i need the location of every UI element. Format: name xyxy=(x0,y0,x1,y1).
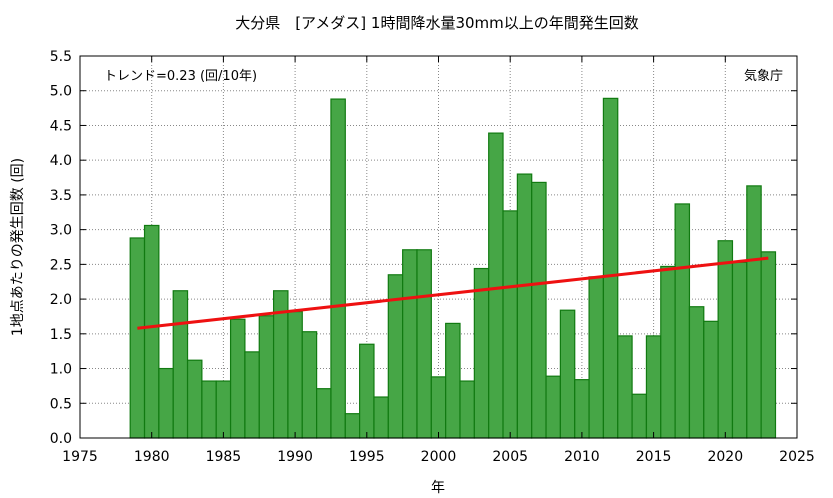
bar xyxy=(746,185,762,439)
y-tick-label: 0.0 xyxy=(50,431,72,447)
bar xyxy=(129,237,146,439)
bar xyxy=(158,367,174,439)
x-tick-label: 2015 xyxy=(636,449,672,465)
trend-line xyxy=(137,256,769,330)
y-axis-label: 1地点あたりの発生回数 (回) xyxy=(10,158,26,336)
bar xyxy=(703,320,719,439)
bar xyxy=(731,261,748,439)
y-tick-label: 5.5 xyxy=(50,49,72,65)
x-tick-label: 2010 xyxy=(564,449,600,465)
bar xyxy=(631,393,648,439)
bar xyxy=(215,380,232,439)
bar xyxy=(416,249,432,439)
chart-title: 大分県 [アメダス] 1時間降水量30mm以上の年間発生回数 xyxy=(235,14,639,32)
bar xyxy=(402,249,418,439)
bar xyxy=(330,98,346,439)
y-tick-label: 4.0 xyxy=(50,153,72,169)
bar xyxy=(301,331,318,439)
x-tick-label: 1995 xyxy=(349,449,385,465)
x-tick-label: 2000 xyxy=(421,449,457,465)
bar xyxy=(258,315,275,439)
bar xyxy=(143,224,160,439)
bar xyxy=(459,380,475,439)
bar xyxy=(617,335,633,439)
bar xyxy=(602,97,619,439)
bar xyxy=(229,318,246,439)
bar xyxy=(645,335,662,439)
y-tick-label: 2.0 xyxy=(50,292,72,308)
bar xyxy=(344,413,361,439)
bar xyxy=(473,267,490,439)
y-tick-label: 3.0 xyxy=(50,223,72,239)
bar xyxy=(531,181,547,439)
bar xyxy=(559,309,576,439)
bar xyxy=(502,210,518,439)
y-tick-label: 1.0 xyxy=(50,362,72,378)
bar xyxy=(545,375,561,439)
trend-annotation: トレンド=0.23 (回/10年) xyxy=(104,69,257,84)
y-tick-label: 4.5 xyxy=(50,118,72,134)
source-annotation: 気象庁 xyxy=(744,68,783,84)
bar xyxy=(244,351,260,439)
x-tick-label: 2005 xyxy=(492,449,528,465)
y-tick-label: 0.5 xyxy=(50,396,72,412)
x-tick-label: 1975 xyxy=(62,449,98,465)
bar xyxy=(660,265,676,439)
bar xyxy=(430,376,447,439)
x-tick-label: 2020 xyxy=(707,449,743,465)
bar xyxy=(674,203,691,439)
bar xyxy=(760,251,777,439)
x-tick-label: 1985 xyxy=(206,449,242,465)
x-axis-label: 年 xyxy=(431,480,445,496)
bar xyxy=(588,276,605,439)
bar xyxy=(172,290,189,439)
bar xyxy=(445,322,461,439)
bar xyxy=(688,306,705,439)
bar xyxy=(287,310,303,439)
bar xyxy=(516,173,533,439)
y-tick-label: 3.5 xyxy=(50,188,72,204)
bar xyxy=(186,359,203,439)
bar xyxy=(717,240,734,439)
x-tick-label: 1990 xyxy=(277,449,313,465)
bar xyxy=(201,380,217,439)
y-tick-label: 1.5 xyxy=(50,327,72,343)
bar xyxy=(488,132,504,439)
x-tick-label: 2025 xyxy=(779,449,815,465)
bar xyxy=(574,379,590,439)
bar xyxy=(316,388,332,439)
x-tick-label: 1980 xyxy=(134,449,170,465)
y-tick-label: 2.5 xyxy=(50,257,72,273)
trend xyxy=(137,256,769,330)
ticks: 0.0 0.5 1.0 1.5 2.0 2.5 3.0 3.5 4.0 4.5 5.0 5.5 1975… xyxy=(50,49,815,465)
bar xyxy=(359,343,375,439)
bar xyxy=(373,396,389,439)
y-tick-label: 5.0 xyxy=(50,84,72,100)
